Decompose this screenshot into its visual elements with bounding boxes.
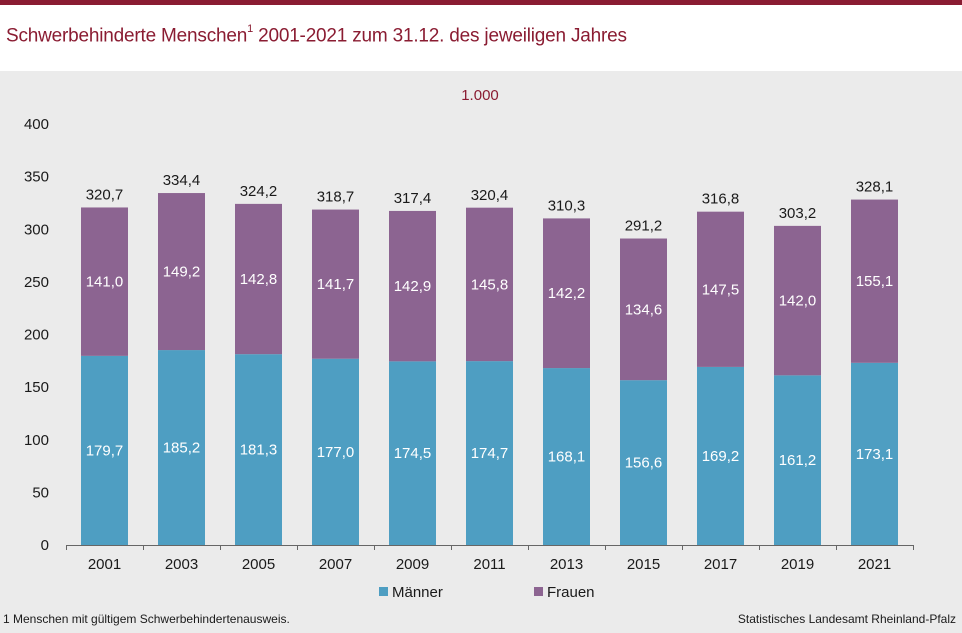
bar-total-label: 334,4	[163, 172, 201, 189]
x-tick-label: 2003	[165, 556, 198, 573]
bar-value-label: 174,7	[471, 445, 509, 462]
x-tick-label: 2005	[242, 556, 275, 573]
x-tick-label: 2009	[396, 556, 429, 573]
x-tick-label: 2017	[704, 556, 737, 573]
x-tick-label: 2013	[550, 556, 583, 573]
unit-label: 1.000	[461, 87, 499, 104]
x-tick-label: 2011	[473, 556, 505, 573]
y-tick-label: 400	[24, 116, 49, 133]
bar-maenner	[466, 361, 513, 545]
bar-maenner	[389, 361, 436, 545]
top-accent-bar	[0, 0, 962, 5]
y-tick-label: 150	[24, 379, 49, 396]
bar-maenner	[851, 362, 898, 545]
bar-maenner	[543, 368, 590, 545]
y-tick-label: 300	[24, 221, 49, 238]
bar-frauen	[235, 203, 282, 355]
bar-value-label: 181,3	[240, 442, 278, 459]
source-note: Statistisches Landesamt Rheinland-Pfalz	[737, 612, 956, 626]
bar-value-label: 177,0	[317, 444, 355, 461]
bar-value-label: 142,9	[394, 278, 432, 295]
bar-value-label: 141,7	[317, 276, 355, 293]
bar-frauen	[158, 193, 205, 351]
bar-maenner	[158, 350, 205, 545]
bar-frauen	[851, 199, 898, 363]
bar-total-label: 316,8	[702, 191, 740, 208]
y-tick-label: 200	[24, 327, 49, 344]
bar-value-label: 174,5	[394, 445, 432, 462]
chart-title: Schwerbehinderte Menschen1 2001-2021 zum…	[6, 23, 627, 47]
bar-frauen	[620, 238, 667, 381]
x-tick-label: 2021	[858, 556, 891, 573]
title-rest: 2001-2021 zum 31.12. des jeweiligen Jahr…	[253, 25, 627, 47]
x-tick-label: 2019	[781, 556, 814, 573]
bar-total-label: 320,7	[86, 186, 124, 203]
bar-total-label: 320,4	[471, 187, 509, 204]
bar-value-label: 142,0	[779, 293, 817, 310]
x-tick-label: 2007	[319, 556, 352, 573]
bar-total-label: 310,3	[548, 197, 586, 214]
y-tick-label: 50	[32, 484, 49, 501]
bar-value-label: 168,1	[548, 449, 586, 466]
bar-value-label: 141,0	[86, 274, 124, 291]
bar-frauen	[466, 207, 513, 362]
legend-swatch	[534, 587, 543, 596]
bar-value-label: 142,8	[240, 271, 278, 288]
legend-label: Frauen	[547, 584, 595, 601]
y-tick-label: 350	[24, 169, 49, 186]
bar-maenner	[774, 375, 821, 545]
bar-frauen	[389, 210, 436, 362]
y-tick-label: 0	[41, 537, 49, 554]
title-main: Schwerbehinderte Menschen	[6, 25, 248, 47]
legend-label: Männer	[392, 584, 443, 601]
bar-maenner	[697, 366, 744, 545]
bar-value-label: 155,1	[856, 273, 894, 290]
x-axis: 2001 2003 2005 2007 2009 2011 2013 2015 2017 2019…	[66, 545, 914, 573]
bar-frauen	[774, 225, 821, 376]
bar-total-label: 318,7	[317, 189, 355, 206]
bar-frauen	[697, 211, 744, 367]
legend-swatch	[379, 587, 388, 596]
chart-header: Schwerbehinderte Menschen1 2001-2021 zum…	[0, 5, 962, 71]
bar-value-label: 161,2	[779, 452, 817, 469]
bar-frauen	[81, 207, 128, 356]
bar-value-label: 147,5	[702, 281, 740, 298]
bar-total-label: 324,2	[240, 183, 278, 200]
bar-value-label: 173,1	[856, 446, 894, 463]
bar-value-label: 149,2	[163, 264, 201, 281]
bar-value-label: 145,8	[471, 276, 509, 293]
bar-total-label: 328,1	[856, 179, 894, 196]
bar-total-label: 317,4	[394, 190, 432, 207]
x-tick-label: 2001	[88, 556, 121, 573]
bar-maenner	[312, 358, 359, 545]
bar-value-label: 185,2	[163, 440, 201, 457]
bar-value-label: 169,2	[702, 448, 740, 465]
y-tick-label: 100	[24, 432, 49, 449]
bar-value-label: 156,6	[625, 455, 663, 472]
y-tick-label: 250	[24, 274, 49, 291]
bar-frauen	[543, 218, 590, 369]
bar-frauen	[312, 209, 359, 359]
bar-total-label: 291,2	[625, 218, 663, 235]
bar-maenner	[235, 354, 282, 545]
footnote: 1 Menschen mit gültigem Schwerbehinderte…	[3, 612, 290, 626]
bar-value-label: 142,2	[548, 285, 586, 302]
bars: 179,7 141,0 320,7 185,2 149,2 334,4 181,3 142,8…	[81, 172, 898, 545]
y-axis: 0 50 100 150 200 250 300 350 400	[24, 116, 49, 554]
bar-total-label: 303,2	[779, 205, 817, 222]
x-tick-label: 2015	[627, 556, 660, 573]
bar-value-label: 179,7	[86, 442, 124, 459]
bar-value-label: 134,6	[625, 301, 663, 318]
bar-maenner	[620, 380, 667, 545]
legend: Männer Frauen	[379, 584, 595, 601]
title-footnote-marker: 1	[247, 23, 254, 35]
bar-maenner	[81, 355, 128, 545]
